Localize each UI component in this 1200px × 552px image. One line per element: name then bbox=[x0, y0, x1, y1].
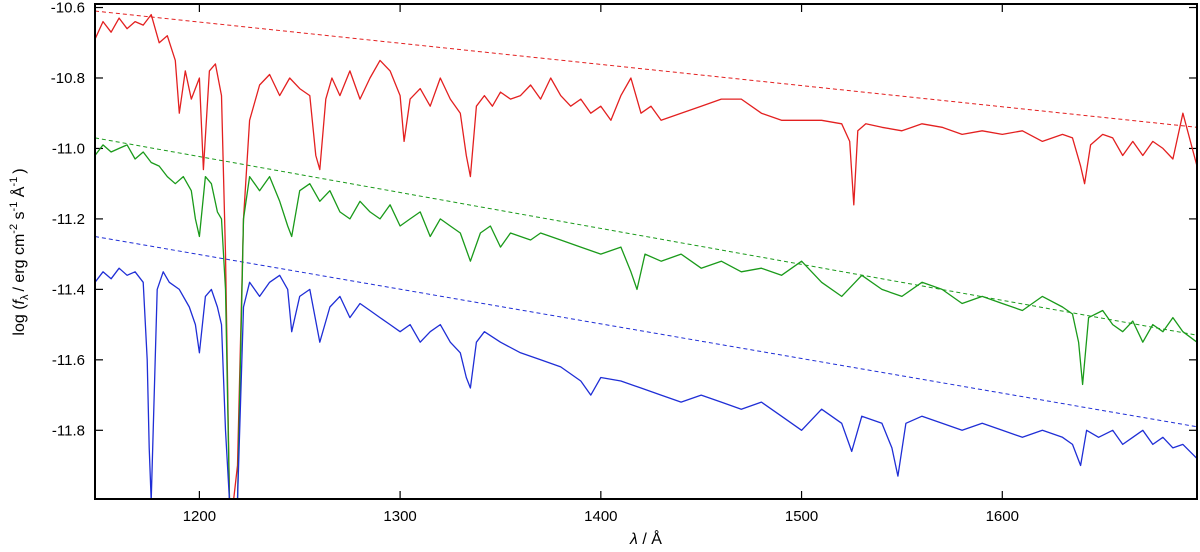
y-axis-cm-exp: -2 bbox=[8, 224, 20, 234]
ticks-layer bbox=[95, 4, 1197, 499]
y-axis-f: f bbox=[11, 298, 28, 304]
continuum-line-1 bbox=[95, 10, 1197, 128]
plot-frame bbox=[94, 3, 1198, 500]
spectrum-line-3 bbox=[95, 267, 1197, 499]
x-axis-symbol: λ bbox=[629, 531, 638, 548]
y-tick-label: -11.6 bbox=[52, 352, 85, 369]
y-axis-angstrom: Å bbox=[9, 186, 28, 201]
continuum-line-2 bbox=[95, 137, 1197, 336]
x-axis-unit: Å bbox=[651, 529, 662, 548]
y-axis-f-sub: λ bbox=[19, 294, 31, 300]
x-tick-label: 1200 bbox=[183, 508, 216, 525]
x-tick-label: 1500 bbox=[785, 508, 818, 525]
y-tick-label: -11.8 bbox=[52, 422, 85, 439]
x-tick-label: 1400 bbox=[584, 508, 617, 525]
y-tick-label: -10.8 bbox=[51, 70, 85, 87]
y-axis-label: log (fλ/ erg cm-2 s-1 Å-1) bbox=[8, 168, 31, 335]
continuum-line-3 bbox=[95, 236, 1197, 428]
y-tick-label: -11.2 bbox=[52, 211, 85, 228]
x-tick-label: 1300 bbox=[383, 508, 416, 525]
y-tick-label: -10.6 bbox=[51, 0, 85, 17]
y-tick-label: -11.0 bbox=[52, 140, 85, 157]
y-axis-units: / erg cm bbox=[11, 234, 28, 292]
spectrum-line-2 bbox=[95, 144, 1197, 499]
y-axis-s-exp: -1 bbox=[8, 202, 20, 212]
x-tick-label: 1600 bbox=[986, 508, 1019, 525]
y-axis-suffix: ) bbox=[11, 168, 28, 173]
y-axis-s: s bbox=[11, 211, 28, 223]
x-axis-label: λ / Å bbox=[629, 529, 662, 548]
y-axis-prefix: log ( bbox=[11, 304, 28, 336]
tick-labels: 1200 1300 1400 1500 1600 -10.6 -10.8 -11.0 -11.2… bbox=[51, 0, 1019, 525]
spectrum-line-1 bbox=[95, 13, 1197, 499]
y-axis-angstrom-exp: -1 bbox=[8, 177, 20, 187]
y-tick-label: -11.4 bbox=[52, 281, 85, 298]
continuum-layer bbox=[95, 10, 1197, 428]
series-layer bbox=[95, 13, 1197, 499]
